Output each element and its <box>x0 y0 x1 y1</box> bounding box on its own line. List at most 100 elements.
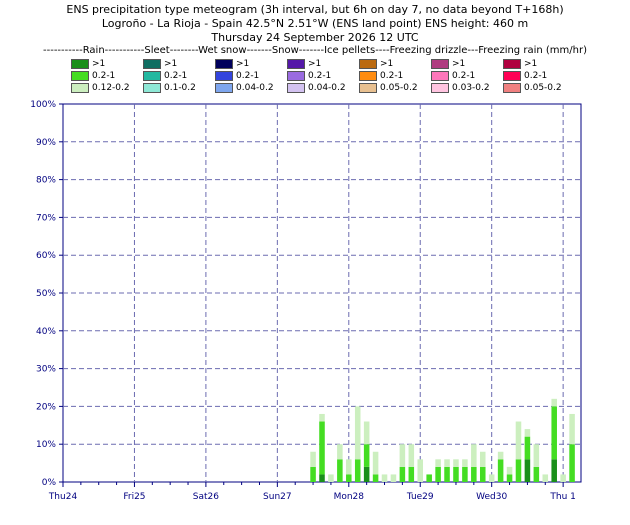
bar-segment <box>444 466 450 482</box>
bar-segment <box>354 406 361 460</box>
y-tick-label: 10% <box>36 440 56 450</box>
bar-segment <box>488 474 495 482</box>
bar-segment <box>497 459 504 482</box>
y-tick-label: 90% <box>36 138 56 148</box>
legend-label: >1 <box>452 59 466 69</box>
legend-swatch <box>215 71 233 81</box>
legend-label: 0.2-1 <box>380 71 404 81</box>
legend-swatch <box>359 59 377 69</box>
bar-segment <box>363 421 370 445</box>
bar-segment <box>569 444 575 482</box>
legend-label: >1 <box>524 59 538 69</box>
legend-label: 0.2-1 <box>236 71 260 81</box>
bar-segment <box>363 444 370 467</box>
y-tick-label: 60% <box>36 251 56 261</box>
legend-swatch <box>503 59 521 69</box>
bar-segment <box>426 474 432 482</box>
y-tick-label: 100% <box>30 100 56 110</box>
chart-title-line-3: Thursday 24 September 2026 12 UTC <box>211 31 419 44</box>
legend-label: >1 <box>236 59 250 69</box>
bar-segment <box>417 459 424 482</box>
bar-segment <box>337 459 343 482</box>
bar-segment <box>408 466 415 482</box>
legend-label: 0.2-1 <box>524 71 548 81</box>
bar-segment <box>346 474 352 482</box>
bar-segment <box>533 444 540 467</box>
y-tick-label: 30% <box>36 365 56 375</box>
bar-segment <box>346 459 352 475</box>
legend-label: 0.2-1 <box>164 71 188 81</box>
bar-segment <box>506 474 513 482</box>
legend-swatch <box>287 83 305 93</box>
legend-label: >1 <box>380 59 394 69</box>
bar-segment <box>363 466 370 482</box>
chart-title-line-1: ENS precipitation type meteogram (3h int… <box>66 3 564 16</box>
x-tick-label: Sat26 <box>193 492 219 502</box>
x-tick-label: Mon28 <box>334 492 365 502</box>
legend-label: 0.2-1 <box>92 71 116 81</box>
bar-segment <box>551 406 557 460</box>
y-tick-label: 50% <box>36 289 56 299</box>
bar-segment <box>462 459 468 467</box>
bar-segment <box>319 421 325 475</box>
bar-segment <box>524 429 531 437</box>
legend-label: 0.04-0.2 <box>236 83 274 93</box>
bar-segment <box>399 466 406 482</box>
bar-segment <box>381 474 388 482</box>
legend-swatch <box>503 71 521 81</box>
x-tick-label: Sun27 <box>263 492 292 502</box>
bar-segment <box>310 451 316 467</box>
legend-swatch <box>215 83 233 93</box>
legend-swatch <box>143 71 161 81</box>
bar-segment <box>390 474 397 482</box>
legend-swatch <box>359 71 377 81</box>
y-tick-label: 20% <box>36 402 56 412</box>
x-tick-label: Thu24 <box>48 492 78 502</box>
y-tick-label: 40% <box>36 327 56 337</box>
legend-swatch <box>503 83 521 93</box>
chart-title-line-2: Logroño - La Rioja - Spain 42.5°N 2.51°W… <box>101 17 529 30</box>
legend-label: 0.12-0.2 <box>92 83 130 93</box>
bar-segment <box>310 466 316 482</box>
bar-segment <box>462 466 468 482</box>
legend-label: 0.2-1 <box>308 71 332 81</box>
bar-segment <box>444 459 450 467</box>
bar-segment <box>372 474 379 482</box>
bar-segment <box>354 459 361 482</box>
bar-segment <box>471 444 477 467</box>
bar-segment <box>479 451 486 467</box>
legend-label: >1 <box>164 59 178 69</box>
legend-swatch <box>287 59 305 69</box>
legend-swatch <box>431 71 449 81</box>
bar-segment <box>319 413 325 422</box>
bar-segment <box>408 444 415 467</box>
legend-label: 0.03-0.2 <box>452 83 490 93</box>
bar-segment <box>569 413 575 445</box>
legend-label: >1 <box>308 59 322 69</box>
legend-swatch <box>431 59 449 69</box>
bar-segment <box>453 466 459 482</box>
bar-segment <box>372 451 379 475</box>
x-tick-label: Wed30 <box>476 492 507 502</box>
bar-segment <box>319 474 325 482</box>
legend-label: 0.1-0.2 <box>164 83 196 93</box>
legend-swatch <box>71 71 89 81</box>
legend-swatch <box>215 59 233 69</box>
legend-swatch <box>359 83 377 93</box>
bar-segment <box>399 444 406 467</box>
x-tick-label: Tue29 <box>406 492 434 502</box>
bar-segment <box>560 474 566 482</box>
legend-label: 0.2-1 <box>452 71 476 81</box>
bar-segment <box>551 459 557 482</box>
bar-segment <box>524 436 531 460</box>
x-tick-label: Fri25 <box>123 492 145 502</box>
bar-segment <box>515 459 522 482</box>
bar-segment <box>533 466 540 482</box>
x-tick-label: Thu 1 <box>549 492 576 502</box>
y-tick-label: 70% <box>36 213 56 223</box>
legend-label: 0.05-0.2 <box>524 83 562 93</box>
bar-segment <box>453 459 459 467</box>
bar-segment <box>471 466 477 482</box>
bar-segment <box>515 421 522 460</box>
